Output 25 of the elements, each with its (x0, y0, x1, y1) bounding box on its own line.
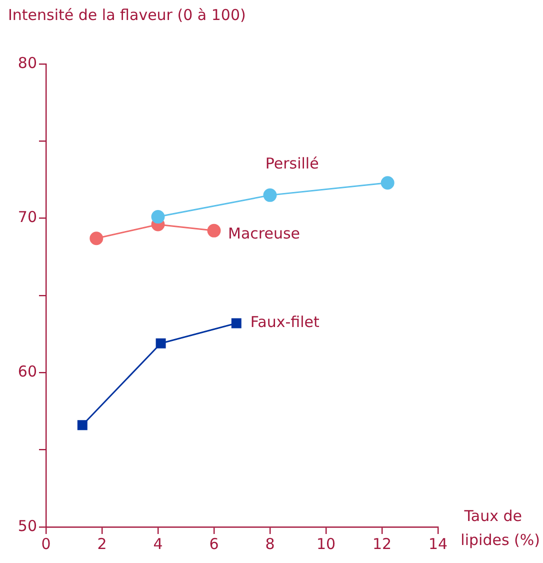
x-tick-label: 14 (428, 534, 448, 553)
x-tick-label: 10 (316, 534, 336, 553)
point (156, 338, 166, 348)
x-tick-label: 12 (372, 534, 392, 553)
x-tick-label: 6 (209, 534, 219, 553)
y-tick-label: 60 (18, 362, 37, 381)
point (263, 188, 277, 202)
point (77, 420, 88, 430)
series-label: Macreuse (228, 224, 300, 243)
y-tick-label: 80 (18, 54, 37, 72)
x-tick-label: 8 (265, 534, 275, 553)
point (90, 232, 104, 246)
point (207, 224, 221, 238)
point (380, 176, 394, 190)
y-axis-title: Intensité de la flaveur (0 à 100) (8, 6, 246, 24)
y-tick-label: 50 (18, 516, 37, 535)
x-tick-label: 4 (153, 534, 163, 553)
x-tick-label: 2 (97, 534, 107, 553)
series-label: Faux-filet (250, 313, 320, 332)
point (231, 318, 242, 328)
x-axis-title: Taux de lipides (%) (460, 506, 540, 549)
point (151, 210, 165, 224)
series-label: Persillé (265, 154, 319, 173)
x-tick-label: 0 (41, 534, 51, 553)
y-tick-label: 70 (18, 208, 37, 226)
